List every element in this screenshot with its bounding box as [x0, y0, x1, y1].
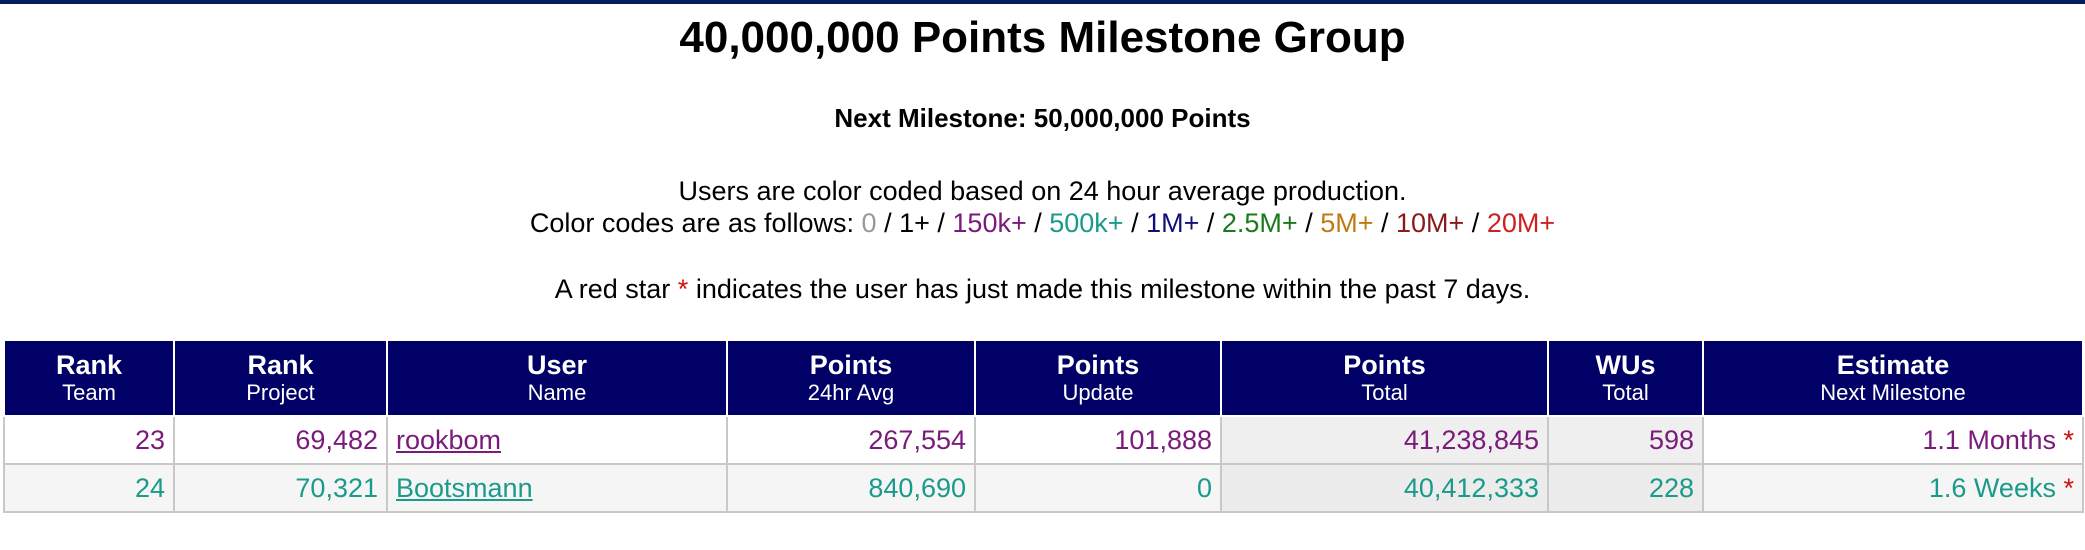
- estimate-cell: 1.1 Months *: [1702, 415, 2084, 465]
- legend-separator: /: [1464, 208, 1487, 238]
- legend-separator: /: [1123, 208, 1147, 238]
- color-code-item: 500k+: [1049, 208, 1124, 238]
- avg-24hr-cell: 840,690: [726, 463, 976, 513]
- next-milestone-label: Next Milestone: 50,000,000 Points: [834, 103, 1251, 133]
- star-note-pre: A red star: [554, 274, 671, 304]
- color-code-item: 1+: [899, 208, 930, 238]
- red-star-icon: *: [2063, 424, 2074, 455]
- color-code-item: 5M+: [1320, 208, 1374, 238]
- avg-24hr-cell: 267,554: [726, 415, 976, 465]
- user-link[interactable]: Bootsmann: [396, 472, 533, 503]
- table-row: 24 70,321 Bootsmann 840,690 0 40,412,333…: [3, 463, 2084, 513]
- star-note-post: indicates the user has just made this mi…: [695, 274, 1531, 304]
- top-border: [0, 0, 2085, 4]
- update-cell: 101,888: [974, 415, 1222, 465]
- color-code-item: 10M+: [1396, 208, 1465, 238]
- column-header-points-24hr[interactable]: Points 24hr Avg: [726, 339, 976, 417]
- estimate-value: 1.6 Weeks: [1928, 472, 2056, 503]
- color-code-item: 150k+: [952, 208, 1027, 238]
- rank-project-cell: 70,321: [173, 463, 388, 513]
- legend-separator: /: [1199, 208, 1222, 238]
- star-note: A red star * indicates the user has just…: [0, 272, 2085, 306]
- column-header-rank-team[interactable]: Rank Team: [3, 339, 175, 417]
- rank-project-cell: 69,482: [173, 415, 388, 465]
- color-legend: Color codes are as follows: 0 / 1+ / 150…: [0, 206, 2085, 240]
- color-code-item: 2.5M+: [1221, 208, 1298, 238]
- column-header-wus-total[interactable]: WUs Total: [1547, 339, 1704, 417]
- color-code-item: 20M+: [1486, 208, 1556, 238]
- color-note: Users are color coded based on 24 hour a…: [678, 176, 1407, 206]
- legend-separator: /: [929, 208, 953, 238]
- table-header-row: Rank Team Rank Project User Name Points 24hr…: [3, 339, 2084, 417]
- legend-separator: /: [1297, 208, 1321, 238]
- total-points-cell: 41,238,845: [1220, 415, 1549, 465]
- legend-separator: /: [1373, 208, 1396, 238]
- column-header-points-total[interactable]: Points Total: [1220, 339, 1549, 417]
- milestone-table: Rank Team Rank Project User Name Points 24hr…: [3, 339, 2084, 513]
- color-legend-prefix: Color codes are as follows:: [529, 208, 855, 238]
- legend-separator: /: [1026, 208, 1050, 238]
- user-link[interactable]: rookbom: [396, 424, 502, 455]
- column-header-estimate[interactable]: Estimate Next Milestone: [1702, 339, 2084, 417]
- estimate-cell: 1.6 Weeks *: [1702, 463, 2084, 513]
- color-code-item: 0: [861, 208, 877, 238]
- wus-cell: 598: [1547, 415, 1704, 465]
- red-star-icon: *: [2063, 472, 2074, 503]
- page-title: 40,000,000 Points Milestone Group: [679, 13, 1406, 62]
- column-header-user-name[interactable]: User Name: [386, 339, 728, 417]
- rank-team-cell: 23: [3, 415, 175, 465]
- column-header-points-update[interactable]: Points Update: [974, 339, 1222, 417]
- table-row: 23 69,482 rookbom 267,554 101,888 41,238…: [3, 415, 2084, 465]
- column-header-rank-project[interactable]: Rank Project: [173, 339, 388, 417]
- wus-cell: 228: [1547, 463, 1704, 513]
- user-name-cell: Bootsmann: [386, 463, 728, 513]
- color-code-item: 1M+: [1146, 208, 1200, 238]
- legend-separator: /: [876, 208, 900, 238]
- rank-team-cell: 24: [3, 463, 175, 513]
- user-name-cell: rookbom: [386, 415, 728, 465]
- update-cell: 0: [974, 463, 1222, 513]
- red-star-icon: *: [677, 274, 689, 304]
- estimate-value: 1.1 Months: [1922, 424, 2056, 455]
- total-points-cell: 40,412,333: [1220, 463, 1549, 513]
- color-legend-codes: 0 / 1+ / 150k+ / 500k+ / 1M+ / 2.5M+ / 5…: [862, 208, 1556, 238]
